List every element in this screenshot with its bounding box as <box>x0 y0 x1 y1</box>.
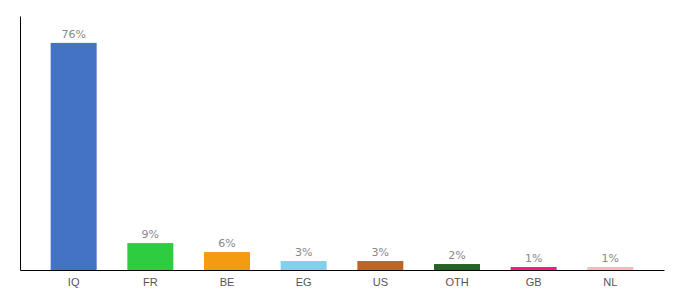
data-label: 76% <box>61 28 85 41</box>
x-tick-label: NL <box>603 276 617 288</box>
x-tick: FR <box>143 276 158 288</box>
x-tick: GB <box>526 276 542 288</box>
bars <box>51 43 634 270</box>
x-tick-label: US <box>373 276 388 288</box>
x-tick-label: IQ <box>68 276 80 288</box>
bar <box>511 267 557 270</box>
y-axis <box>20 17 21 271</box>
data-label: 3% <box>295 246 312 259</box>
x-tick: US <box>373 276 388 288</box>
data-label: 1% <box>525 252 542 265</box>
x-tick: NL <box>603 276 617 288</box>
bar <box>51 43 97 270</box>
x-axis: IQ FR BE EG US OTH GB NL <box>21 271 665 288</box>
bar <box>357 261 403 270</box>
x-tick: IQ <box>68 276 80 288</box>
data-label: 1% <box>602 252 619 265</box>
data-label: 2% <box>448 249 465 262</box>
bar <box>281 261 327 270</box>
bar <box>587 267 633 270</box>
bar <box>434 264 480 270</box>
bar <box>127 243 173 270</box>
x-tick-label: BE <box>220 276 235 288</box>
data-label: 3% <box>372 246 389 259</box>
bar <box>204 252 250 270</box>
data-label: 9% <box>142 228 159 241</box>
data-label: 6% <box>218 237 235 250</box>
x-tick: OTH <box>445 276 468 288</box>
x-tick: BE <box>220 276 235 288</box>
x-tick-label: FR <box>143 276 158 288</box>
plot: IQ FR BE EG US OTH GB NL 76% 9% 6% 3% 3% 2% 1% 1% <box>21 17 665 288</box>
y-axis-line <box>20 17 21 271</box>
x-tick-label: GB <box>526 276 542 288</box>
chart: IQ FR BE EG US OTH GB NL 76% 9% 6% 3% 3% 2% 1% 1% <box>0 0 680 300</box>
x-axis-line <box>21 270 665 271</box>
x-tick-label: EG <box>296 276 312 288</box>
data-labels: 76% 9% 6% 3% 3% 2% 1% 1% <box>61 28 619 265</box>
x-tick-label: OTH <box>445 276 468 288</box>
x-tick: EG <box>296 276 312 288</box>
